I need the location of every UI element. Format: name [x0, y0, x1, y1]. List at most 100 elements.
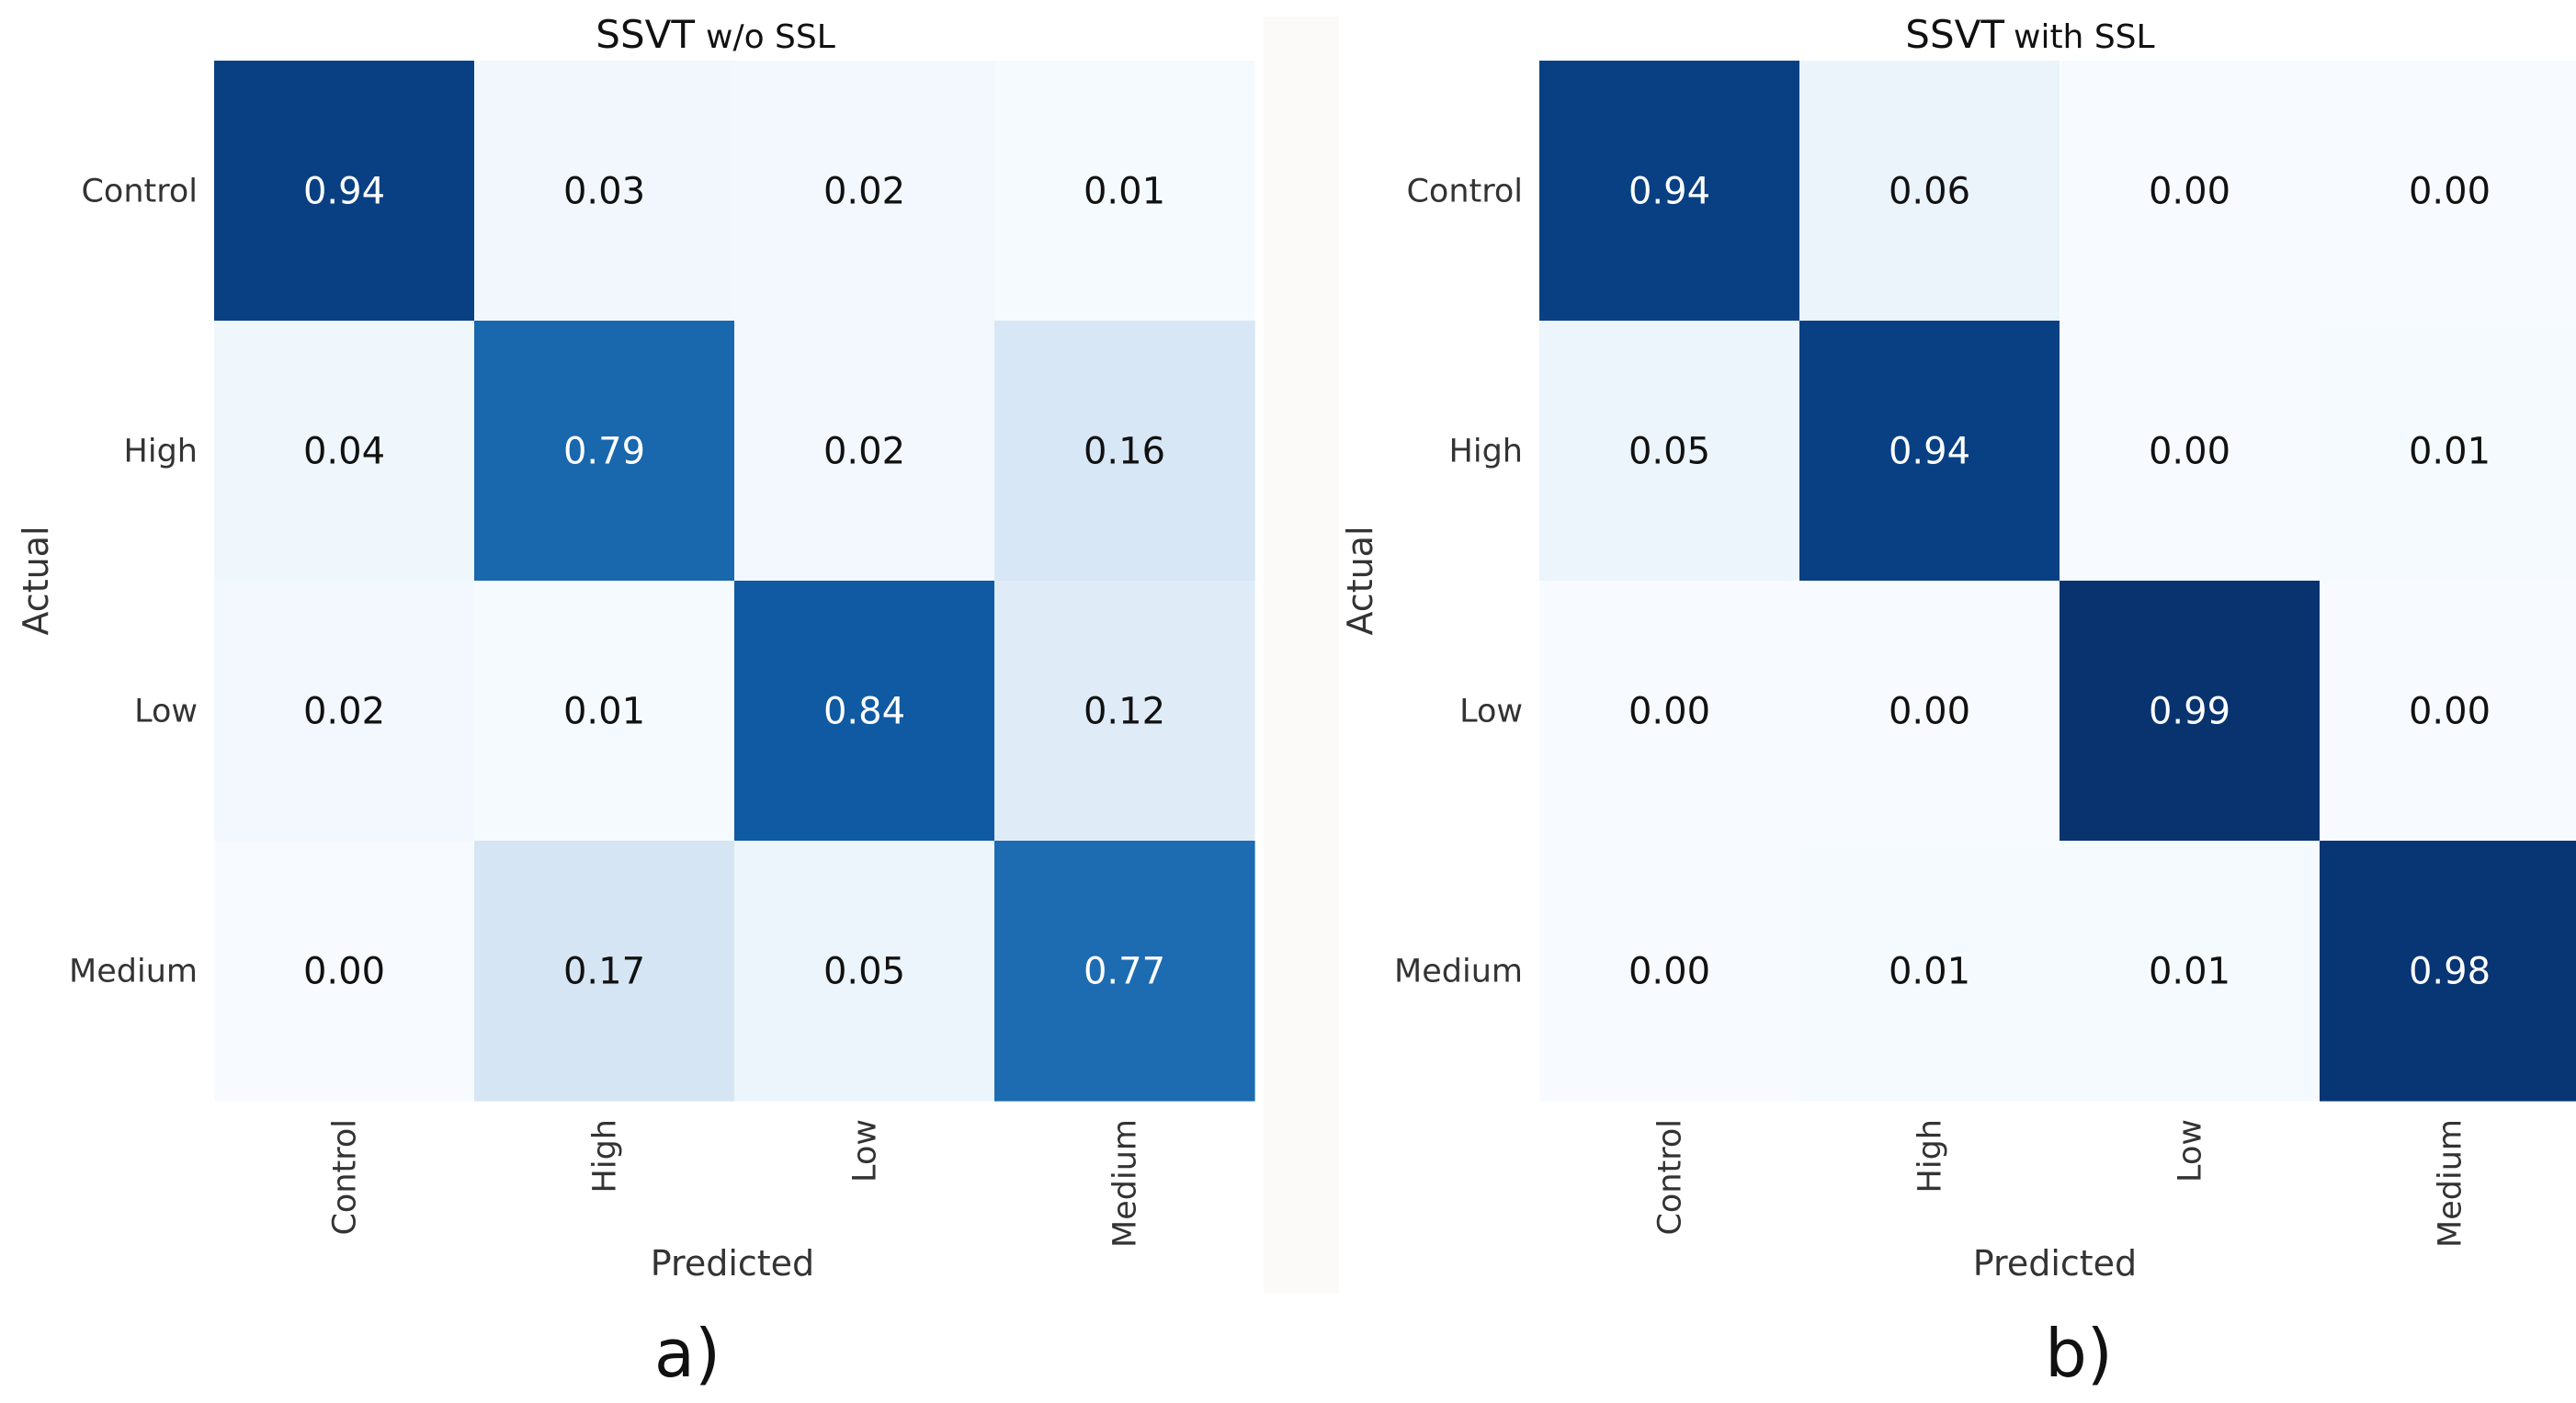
- cell-0-3: [994, 61, 1255, 322]
- cell-3-0: [1539, 841, 1800, 1102]
- cell-label-3-2: 0.01: [2149, 951, 2230, 993]
- panel-b-title-main: SSVT: [1905, 12, 2004, 57]
- cell-label-0-2: 0.00: [2149, 171, 2230, 213]
- cell-label-2-1: 0.00: [1889, 691, 1970, 733]
- x-tick-label-0: Control: [1652, 1119, 1689, 1236]
- panel-a-cell-labels: 0.94 0.03 0.02 0.01 0.04 0.79 0.02 0.16 0.02 0.01…: [303, 171, 1165, 993]
- cell-1-2: [2060, 321, 2321, 582]
- x-tick-label-2: Low: [2173, 1119, 2209, 1182]
- cell-0-2: [734, 61, 995, 322]
- cell-3-0: [214, 841, 475, 1102]
- panel-b-title-suffix: with SSL: [2014, 18, 2155, 56]
- panel-b-cells: [1539, 61, 2576, 1102]
- cell-label-0-1: 0.06: [1889, 171, 1970, 213]
- cell-0-1: [1799, 61, 2060, 322]
- cell-label-1-3: 0.01: [2409, 431, 2491, 473]
- panel-a-label: a): [654, 1315, 721, 1392]
- cell-2-0: [214, 581, 475, 842]
- y-tick-label-1: High: [1449, 434, 1523, 470]
- cell-label-1-2: 0.02: [823, 431, 905, 473]
- cell-label-3-2: 0.05: [823, 951, 905, 993]
- cell-label-3-1: 0.01: [1889, 951, 1970, 993]
- panel-separator: [1264, 17, 1339, 1294]
- cell-label-0-1: 0.03: [563, 171, 645, 213]
- cell-0-1: [474, 61, 735, 322]
- panel-a-y-ticks: Control High Low Medium: [69, 174, 198, 990]
- cell-label-2-3: 0.12: [1084, 691, 1165, 733]
- cell-label-3-1: 0.17: [563, 951, 645, 993]
- cell-2-3: [2320, 581, 2576, 842]
- cell-label-0-2: 0.02: [823, 171, 905, 213]
- panel-a-cells: [214, 61, 1255, 1102]
- cell-0-2: [2060, 61, 2321, 322]
- cell-label-1-1: 0.94: [1889, 431, 1970, 473]
- panel-a: SSVT w/o SSL 0.94 0.03 0.02 0.01 0.04 0.79 0.0…: [16, 12, 1255, 1392]
- cell-label-1-3: 0.16: [1084, 431, 1165, 473]
- y-tick-label-0: Control: [81, 174, 198, 210]
- cell-label-0-0: 0.94: [303, 171, 385, 213]
- cell-1-2: [734, 321, 995, 582]
- panel-a-title-suffix: w/o SSL: [706, 18, 835, 56]
- cell-label-3-0: 0.00: [303, 951, 385, 993]
- cell-label-1-0: 0.04: [303, 431, 385, 473]
- cell-label-3-3: 0.77: [1084, 951, 1165, 993]
- cell-label-0-3: 0.01: [1084, 171, 1165, 213]
- cell-0-3: [2320, 61, 2576, 322]
- cell-label-0-0: 0.94: [1628, 171, 1710, 213]
- cell-2-1: [474, 581, 735, 842]
- y-tick-label-2: Low: [1459, 694, 1523, 730]
- cell-2-1: [1799, 581, 2060, 842]
- y-tick-label-3: Medium: [69, 954, 198, 990]
- cell-0-0: [214, 61, 475, 322]
- cell-2-2: [734, 581, 995, 842]
- x-tick-label-0: Control: [327, 1119, 364, 1236]
- cell-0-0: [1539, 61, 1800, 322]
- panel-b-ylabel: Actual: [1340, 526, 1380, 635]
- cell-1-1: [1799, 321, 2060, 582]
- cell-label-3-3: 0.98: [2409, 951, 2491, 993]
- x-tick-label-2: Low: [847, 1119, 884, 1182]
- cell-label-1-1: 0.79: [563, 431, 645, 473]
- x-tick-label-1: High: [587, 1119, 624, 1193]
- y-tick-label-3: Medium: [1394, 954, 1523, 990]
- cell-1-3: [2320, 321, 2576, 582]
- panel-a-x-ticks: Control High Low Medium: [327, 1119, 1144, 1248]
- panel-b-xlabel: Predicted: [1973, 1243, 2137, 1284]
- cell-2-0: [1539, 581, 1800, 842]
- cell-label-2-0: 0.02: [303, 691, 385, 733]
- cell-label-1-2: 0.00: [2149, 431, 2230, 473]
- panel-b-x-ticks: Control High Low Medium: [1652, 1119, 2469, 1248]
- cell-label-3-0: 0.00: [1628, 951, 1710, 993]
- y-tick-label-0: Control: [1406, 174, 1523, 210]
- cell-label-2-2: 0.84: [823, 691, 905, 733]
- cell-3-1: [474, 841, 735, 1102]
- cell-1-1: [474, 321, 735, 582]
- x-tick-label-3: Medium: [1107, 1119, 1144, 1248]
- cell-3-1: [1799, 841, 2060, 1102]
- cell-3-2: [2060, 841, 2321, 1102]
- cell-label-1-0: 0.05: [1628, 431, 1710, 473]
- panel-b-y-ticks: Control High Low Medium: [1394, 174, 1523, 990]
- panel-b-cell-labels: 0.94 0.06 0.00 0.00 0.05 0.94 0.00 0.01 0.00 0.00…: [1628, 171, 2491, 993]
- cell-2-2: [2060, 581, 2321, 842]
- cell-label-0-3: 0.00: [2409, 171, 2491, 213]
- cell-label-2-3: 0.00: [2409, 691, 2491, 733]
- panel-b: SSVT with SSL 0.94 0.06 0.00 0.000.05 0.94 0.…: [1340, 12, 2576, 1392]
- panel-a-title-main: SSVT: [596, 12, 695, 57]
- cell-2-3: [994, 581, 1255, 842]
- cell-1-0: [214, 321, 475, 582]
- cell-label-2-0: 0.00: [1628, 691, 1710, 733]
- panel-b-label: b): [2045, 1315, 2113, 1392]
- cell-label-2-2: 0.99: [2149, 691, 2230, 733]
- x-tick-label-1: High: [1912, 1119, 1949, 1193]
- panel-a-ylabel: Actual: [16, 526, 56, 635]
- x-tick-label-3: Medium: [2433, 1119, 2469, 1248]
- cell-1-3: [994, 321, 1255, 582]
- cell-1-0: [1539, 321, 1800, 582]
- y-tick-label-2: Low: [134, 694, 198, 730]
- y-tick-label-1: High: [124, 434, 198, 470]
- cell-3-3: [2320, 841, 2576, 1102]
- cell-3-2: [734, 841, 995, 1102]
